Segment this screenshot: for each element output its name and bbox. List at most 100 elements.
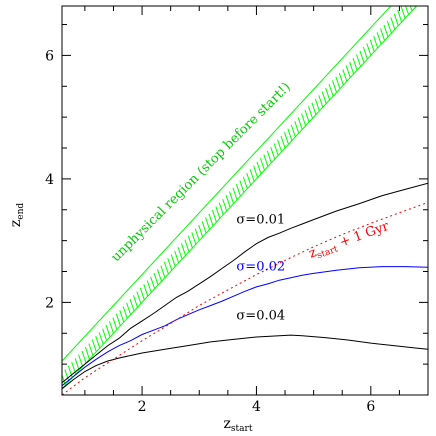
band-hatch	[266, 150, 272, 163]
band-hatch	[170, 254, 176, 267]
band-hatch	[356, 54, 361, 67]
unphysical-region-band	[62, 6, 417, 390]
band-hatch	[150, 276, 156, 289]
series-layer	[62, 182, 428, 395]
band-hatch	[239, 180, 245, 193]
band-hatch	[157, 269, 162, 282]
band-hatch	[143, 284, 149, 297]
band-hatch	[263, 154, 269, 167]
band-hatch	[191, 232, 197, 245]
band-hatch	[74, 358, 80, 371]
band-hatch	[211, 209, 217, 223]
band-hatch	[139, 287, 145, 301]
band-hatch	[198, 224, 204, 238]
series-line-1	[62, 266, 428, 387]
x-tick-label: 6	[366, 399, 375, 415]
band-hatch	[153, 272, 159, 286]
band-hatch	[133, 295, 138, 308]
band-hatch	[342, 69, 348, 82]
band-hatch	[349, 61, 355, 75]
annotation-2: σ=0.04	[236, 309, 285, 324]
band-hatch	[362, 46, 368, 60]
band-hatch	[253, 165, 259, 178]
band-hatch	[108, 321, 114, 334]
band-hatch	[177, 247, 183, 260]
band-hatch	[160, 265, 166, 278]
band-hatch	[409, 6, 413, 12]
band-hatch	[208, 213, 214, 226]
band-hatch	[249, 169, 255, 182]
band-hatch	[318, 95, 324, 108]
band-hatch	[95, 335, 101, 349]
band-hatch	[308, 106, 313, 119]
band-hatch	[78, 354, 84, 367]
ticks: 2 4 6 2 4 6	[45, 6, 429, 415]
x-axis-title: zstart	[224, 416, 253, 434]
band-hatch	[174, 250, 180, 264]
band-hatch	[235, 184, 241, 197]
band-edge-lower	[62, 6, 417, 390]
band-hatch	[328, 83, 334, 97]
band-hatch	[194, 228, 200, 241]
y-axis-title-main: z	[8, 220, 24, 227]
annotations: σ=0.01 σ=0.02 σ=0.04 zstart + 1 Gyr unphysic…	[109, 80, 392, 324]
band-hatch	[225, 195, 231, 208]
band-hatch	[163, 261, 169, 275]
band-hatch	[332, 80, 337, 93]
plot-frame	[61, 5, 429, 396]
band-hatch	[321, 91, 327, 104]
band-hatch	[88, 343, 94, 356]
annotation-4: unphysical region (stop before start!)	[109, 80, 294, 265]
band-hatch	[184, 239, 190, 252]
band-hatch	[222, 198, 228, 212]
band-hatch	[81, 350, 87, 364]
band-hatch	[201, 221, 207, 234]
band-hatch	[345, 65, 351, 78]
band-hatch	[277, 139, 283, 152]
band-hatch	[390, 17, 396, 30]
band-hatch	[301, 113, 307, 126]
band-hatch	[256, 161, 262, 175]
y-tick-label: 4	[45, 172, 54, 188]
band-hatch	[67, 365, 73, 378]
band-hatch	[369, 39, 375, 52]
band-hatch	[259, 158, 265, 171]
band-hatch	[246, 172, 252, 186]
band-hatch	[84, 347, 90, 360]
band-hatch	[102, 328, 108, 341]
x-axis-title-sub: start	[231, 424, 253, 434]
band-hatch	[146, 280, 152, 293]
band-hatch	[304, 109, 310, 123]
band-hatch	[373, 35, 379, 49]
band-hatch	[229, 191, 235, 204]
band-hatch	[91, 339, 97, 352]
band-hatch	[215, 206, 221, 219]
band-hatch	[112, 317, 118, 330]
band-hatch	[311, 102, 317, 115]
band-hatch	[366, 43, 372, 56]
y-tick-label: 2	[45, 295, 54, 311]
band-hatch	[405, 6, 410, 15]
band-hatch	[205, 217, 211, 230]
band-hatch	[380, 28, 386, 41]
band-hatch	[64, 369, 70, 382]
x-tick-label: 4	[252, 399, 261, 415]
series-line-2	[62, 334, 428, 390]
band-hatch	[294, 121, 300, 134]
band-hatch	[187, 235, 193, 249]
band-hatch	[325, 87, 331, 101]
band-edge-upper	[62, 6, 392, 362]
band-hatch	[393, 13, 399, 26]
band-hatch	[400, 6, 406, 19]
band-hatch	[287, 128, 293, 141]
band-hatch	[167, 258, 173, 271]
x-axis-title-main: z	[224, 416, 231, 432]
band-hatch	[115, 313, 121, 327]
band-hatch	[119, 309, 125, 323]
band-hatch	[335, 76, 341, 89]
y-axis-title-sub: end	[16, 203, 26, 220]
band-hatch	[136, 291, 142, 304]
band-hatch	[297, 117, 303, 130]
band-hatch	[105, 324, 111, 338]
